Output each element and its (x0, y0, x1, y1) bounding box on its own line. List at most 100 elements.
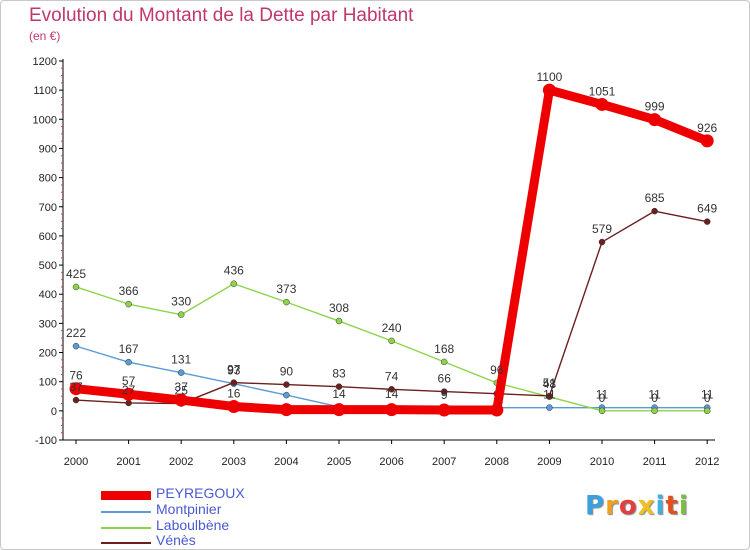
x-tick-label: 2011 (643, 456, 667, 468)
x-tick-label: 2008 (485, 456, 509, 468)
data-point-peyregoux (385, 403, 399, 417)
y-tick-label: -100 (35, 435, 57, 447)
x-tick-label: 2001 (116, 456, 140, 468)
data-label-laboulbene: 373 (276, 282, 296, 296)
proxiti-logo: Proxiti (585, 491, 689, 521)
data-label-laboulbene: 96 (490, 363, 504, 377)
data-point-venes (125, 399, 132, 407)
data-label-peyregoux: 999 (645, 100, 665, 114)
data-label-venes: 27 (122, 383, 136, 397)
y-tick-label: 500 (39, 260, 57, 272)
data-label-montpinier: 11 (648, 388, 661, 402)
data-point-laboulbene (388, 337, 395, 345)
data-point-peyregoux (122, 387, 136, 401)
legend-label-montpinier: Montpinier (156, 501, 222, 517)
data-point-laboulbene (598, 407, 606, 415)
x-tick-label: 2009 (537, 456, 561, 468)
data-point-peyregoux (595, 97, 609, 111)
chart-title: Evolution du Montant de la Dette par Hab… (29, 5, 414, 26)
y-tick-label: 1000 (33, 114, 57, 126)
data-label-venes: 66 (438, 372, 452, 386)
data-point-laboulbene (230, 280, 238, 287)
data-point-peyregoux (279, 403, 293, 417)
data-point-peyregoux (69, 382, 83, 396)
data-point-peyregoux (437, 403, 451, 417)
data-point-venes (72, 396, 80, 404)
data-label-peyregoux: 57 (122, 374, 136, 388)
data-label-laboulbene: 0 (599, 391, 606, 405)
data-point-venes (440, 388, 448, 395)
data-point-laboulbene (283, 298, 290, 306)
data-label-montpinier: 131 (171, 353, 191, 367)
data-point-laboulbene (440, 358, 448, 366)
data-label-venes: 649 (697, 202, 717, 216)
legend-swatch-laboulbene (101, 527, 151, 529)
data-label-venes: 25 (175, 384, 189, 398)
x-tick-label: 2010 (590, 456, 614, 468)
data-label-peyregoux: 1051 (589, 84, 616, 98)
data-label-venes: 74 (385, 369, 399, 383)
data-point-venes (283, 381, 290, 388)
data-point-montpinier (72, 342, 80, 350)
data-point-peyregoux (542, 83, 556, 97)
x-tick-label: 2004 (274, 456, 298, 468)
data-point-venes (651, 207, 658, 215)
data-label-montpinier: 9 (441, 388, 448, 402)
data-point-peyregoux (490, 403, 504, 417)
x-tick-label: 2007 (432, 456, 456, 468)
data-label-laboulbene: 330 (171, 295, 191, 309)
data-label-laboulbene: 436 (224, 264, 244, 278)
data-label-laboulbene: 240 (382, 321, 402, 335)
data-label-montpinier: 14 (332, 387, 346, 401)
data-label-montpinier: 222 (66, 326, 86, 340)
y-tick-label: 100 (39, 377, 57, 389)
y-tick-label: 1100 (33, 85, 57, 97)
data-point-laboulbene (651, 407, 658, 415)
data-label-venes: 97 (227, 363, 241, 377)
data-point-venes (703, 218, 711, 225)
data-label-peyregoux: 926 (697, 121, 717, 135)
data-label-laboulbene: 48 (543, 377, 557, 391)
data-point-peyregoux (332, 403, 346, 417)
y-tick-label: 400 (39, 289, 57, 301)
legend-swatch-montpinier (101, 511, 151, 513)
y-tick-label: 700 (39, 202, 57, 214)
data-point-montpinier (546, 404, 553, 411)
x-tick-label: 2002 (169, 456, 193, 468)
legend-swatch-peyregoux (101, 491, 151, 500)
y-tick-label: 600 (39, 231, 57, 243)
data-label-venes: 685 (645, 191, 665, 205)
data-point-venes (388, 386, 395, 393)
y-tick-label: 900 (39, 143, 57, 155)
x-tick-label: 2003 (222, 456, 246, 468)
legend-label-venes: Vénès (156, 532, 196, 548)
unit-label: (en €) (29, 29, 61, 43)
data-label-montpinier: 11 (543, 388, 556, 402)
data-point-venes (335, 383, 343, 390)
data-point-laboulbene (703, 407, 711, 415)
y-tick-label: 300 (39, 318, 57, 330)
x-tick-label: 2006 (379, 456, 403, 468)
data-label-peyregoux: 76 (69, 369, 83, 383)
data-label-montpinier: 11 (701, 388, 714, 402)
y-tick-label: 1200 (33, 56, 57, 68)
data-point-laboulbene (177, 311, 185, 318)
data-label-montpinier: 93 (227, 364, 241, 378)
data-label-peyregoux: 16 (227, 386, 241, 400)
data-label-laboulbene: 0 (704, 391, 711, 405)
data-point-peyregoux (648, 113, 662, 127)
data-label-montpinier: 11 (596, 388, 609, 402)
data-label-venes: 37 (69, 380, 83, 394)
data-label-peyregoux: 1100 (536, 70, 562, 84)
data-point-venes (598, 238, 606, 246)
data-point-venes (230, 379, 238, 386)
y-tick-label: 200 (39, 348, 57, 360)
data-label-laboulbene: 308 (329, 301, 349, 315)
data-point-peyregoux (227, 399, 241, 413)
x-tick-label: 2012 (695, 456, 719, 468)
data-point-peyregoux (700, 134, 714, 148)
x-tick-label: 2000 (64, 456, 88, 468)
data-label-venes: 90 (280, 365, 294, 379)
data-point-peyregoux (174, 393, 188, 407)
